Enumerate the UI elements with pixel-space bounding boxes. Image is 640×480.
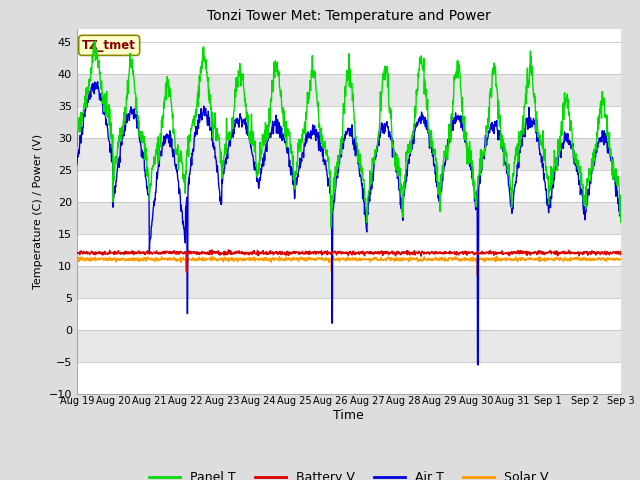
X-axis label: Time: Time xyxy=(333,409,364,422)
Bar xyxy=(77,138,621,169)
Y-axis label: Temperature (C) / Power (V): Temperature (C) / Power (V) xyxy=(33,133,43,289)
Bar xyxy=(77,298,621,330)
Bar xyxy=(77,169,621,202)
Legend: Panel T, Battery V, Air T, Solar V: Panel T, Battery V, Air T, Solar V xyxy=(144,467,554,480)
Bar xyxy=(77,330,621,361)
Text: TZ_tmet: TZ_tmet xyxy=(82,39,136,52)
Bar xyxy=(77,265,621,298)
Bar xyxy=(77,234,621,265)
Bar xyxy=(77,106,621,138)
Bar xyxy=(77,202,621,234)
Title: Tonzi Tower Met: Temperature and Power: Tonzi Tower Met: Temperature and Power xyxy=(207,10,491,24)
Bar xyxy=(77,42,621,73)
Bar xyxy=(77,361,621,394)
Bar xyxy=(77,73,621,106)
